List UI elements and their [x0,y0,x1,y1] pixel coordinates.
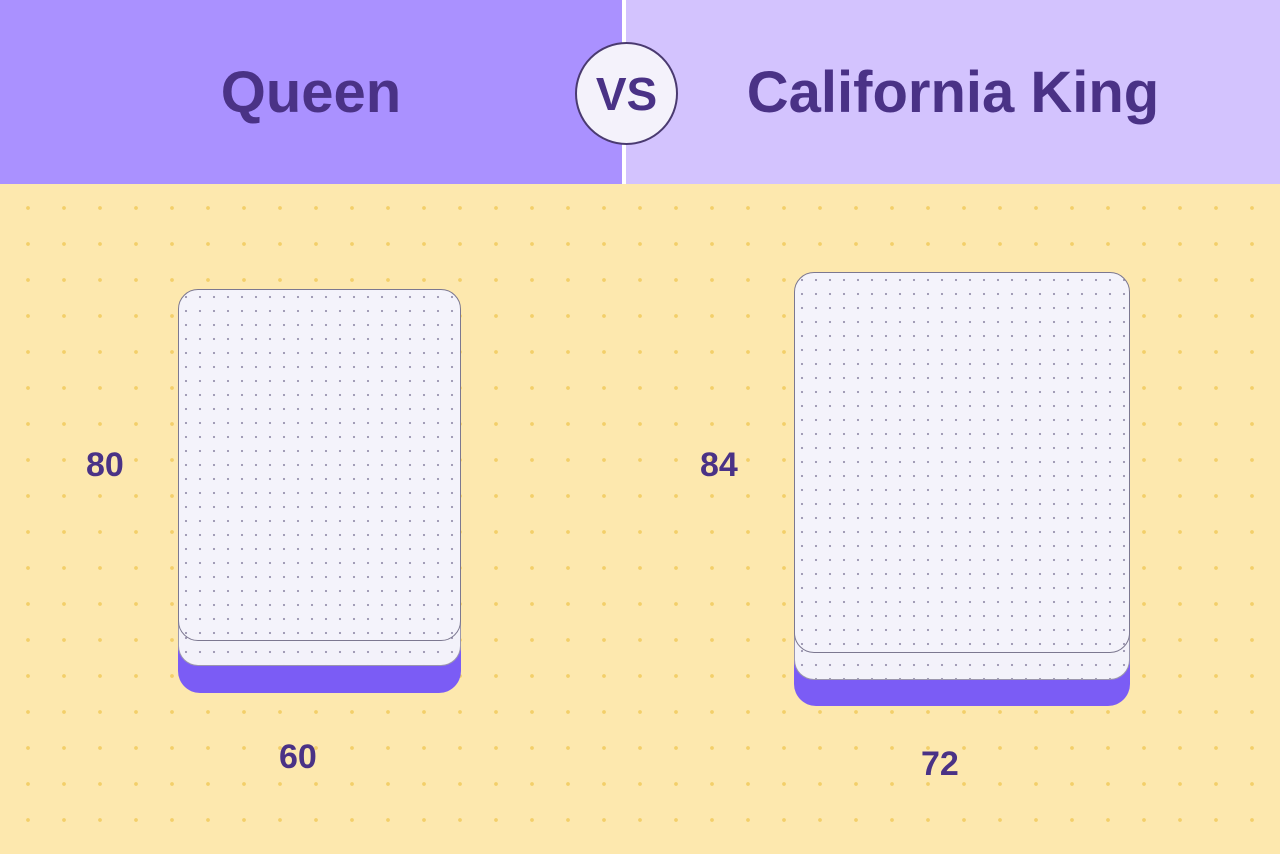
california-king-header: California King [626,0,1280,184]
queen-header: Queen [0,0,622,184]
mattress-top [794,272,1130,653]
mattress-top [178,289,461,641]
california-king-mattress [794,272,1130,706]
vs-badge: VS [575,42,678,145]
queen-width-label: 60 [279,738,317,776]
california-king-title: California King [746,59,1160,125]
queen-title: Queen [220,59,402,125]
queen-length-label: 80 [86,446,124,484]
california-king-width-label: 72 [921,745,959,783]
california-king-length-label: 84 [700,446,738,484]
queen-mattress [178,289,461,693]
vs-text: VS [595,67,658,120]
